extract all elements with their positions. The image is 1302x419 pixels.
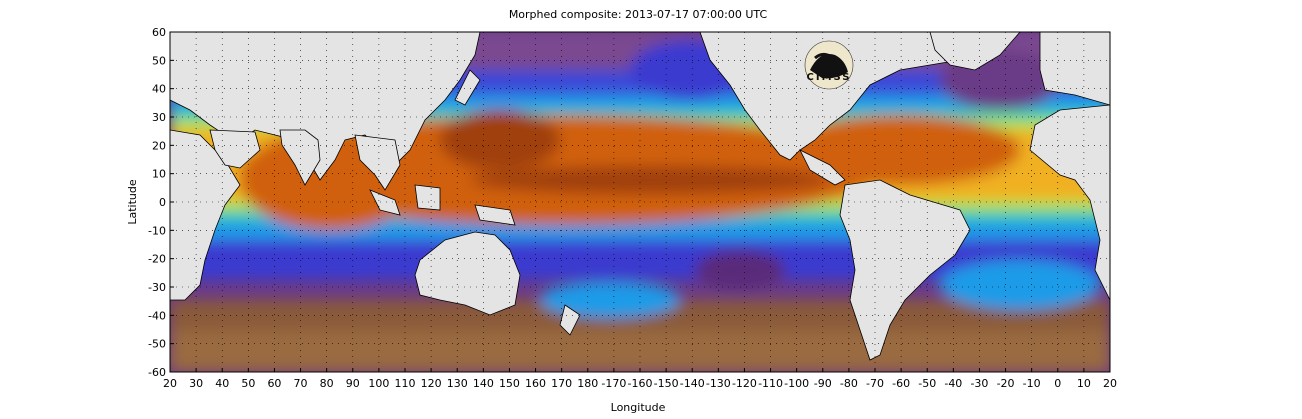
x-tick-label: 0 — [1054, 377, 1061, 390]
x-tick-label: 40 — [215, 377, 229, 390]
y-axis-label: Latitude — [126, 179, 139, 225]
land-sumatra — [369, 189, 401, 216]
chart-title: Morphed composite: 2013-07-17 07:00:00 U… — [509, 8, 768, 21]
x-tick-label: 130 — [447, 377, 468, 390]
x-tick-label: -30 — [970, 377, 988, 390]
y-tick-label: -40 — [148, 309, 166, 322]
x-tick-label: -130 — [706, 377, 731, 390]
cimss-logo: CIMSS — [804, 40, 854, 90]
x-tick-label: -170 — [601, 377, 626, 390]
x-tick-label: -110 — [758, 377, 783, 390]
x-tick-label: 180 — [577, 377, 598, 390]
land-new-guinea — [474, 204, 516, 226]
y-tick-label: 0 — [159, 196, 166, 209]
x-tick-label: 50 — [241, 377, 255, 390]
x-tick-label: -60 — [892, 377, 910, 390]
x-tick-label: 100 — [368, 377, 389, 390]
land-south-america — [839, 179, 971, 361]
land-new-zealand — [559, 304, 581, 336]
x-axis-label: Longitude — [611, 401, 666, 414]
land-borneo — [414, 184, 441, 211]
land-australia — [414, 231, 521, 316]
x-tick-label: -100 — [784, 377, 809, 390]
x-tick-label: -10 — [1023, 377, 1041, 390]
y-tick-label: -30 — [148, 281, 166, 294]
x-tick-label: 70 — [294, 377, 308, 390]
land-central-america — [799, 149, 846, 186]
y-tick-label: -20 — [148, 253, 166, 266]
x-tick-label: -50 — [918, 377, 936, 390]
y-tick-label: -10 — [148, 224, 166, 237]
x-tick-label: 160 — [525, 377, 546, 390]
land-greenland — [929, 32, 1021, 71]
x-tick-label: 170 — [551, 377, 572, 390]
y-tick-label: -60 — [148, 366, 166, 379]
x-tick-label: 150 — [499, 377, 520, 390]
x-tick-label: -90 — [814, 377, 832, 390]
y-axis: 60 50 40 30 20 10 0 -10 -20 -30 -40 -50 -60 — [148, 26, 174, 379]
land-india — [279, 129, 321, 186]
y-tick-label: 40 — [152, 83, 166, 96]
x-tick-label: -160 — [628, 377, 653, 390]
x-tick-label: -40 — [944, 377, 962, 390]
x-tick-label: 20 — [1103, 377, 1117, 390]
x-axis: 20 30 40 50 60 70 80 90 100 110 120 130 140 150 160 170… — [163, 368, 1117, 390]
y-tick-label: 50 — [152, 54, 166, 67]
y-tick-label: 30 — [152, 111, 166, 124]
x-tick-label: -120 — [732, 377, 757, 390]
x-tick-label: -20 — [997, 377, 1015, 390]
y-tick-label: 20 — [152, 139, 166, 152]
x-tick-label: 60 — [267, 377, 281, 390]
graticule — [170, 32, 1110, 372]
x-tick-label: 110 — [395, 377, 416, 390]
x-tick-label: -80 — [840, 377, 858, 390]
x-tick-label: 140 — [473, 377, 494, 390]
x-tick-label: 90 — [346, 377, 360, 390]
x-tick-label: 20 — [163, 377, 177, 390]
x-tick-label: -150 — [654, 377, 679, 390]
x-tick-label: -140 — [680, 377, 705, 390]
land-africa-west — [1029, 104, 1110, 301]
x-tick-label: 120 — [421, 377, 442, 390]
x-tick-label: -70 — [866, 377, 884, 390]
land-japan — [454, 69, 481, 106]
y-tick-label: -50 — [148, 338, 166, 351]
x-tick-label: 80 — [320, 377, 334, 390]
x-tick-label: 10 — [1077, 377, 1091, 390]
map-area — [170, 32, 1110, 372]
land-indochina — [354, 134, 401, 191]
y-tick-label: 10 — [152, 168, 166, 181]
y-tick-label: 60 — [152, 26, 166, 39]
x-tick-label: 30 — [189, 377, 203, 390]
logo-text: CIMSS — [807, 72, 852, 83]
